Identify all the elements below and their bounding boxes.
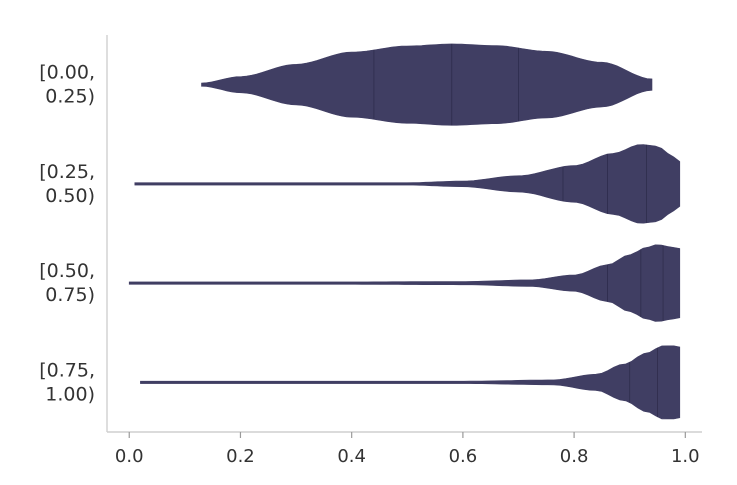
x-tick-label: 0.4: [337, 446, 366, 467]
violin-shape-2: [128, 244, 681, 322]
category-label-line: [0.00,: [39, 62, 95, 84]
axes-frame: [106, 35, 702, 433]
x-axis-ticks: 0.0 0.2 0.4 0.6 0.8 1.0: [115, 432, 700, 467]
x-tick-label: 1.0: [671, 446, 700, 467]
violin-group: [128, 43, 681, 420]
category-label-line: 0.50): [45, 185, 95, 207]
violin-shape-3: [140, 345, 681, 420]
category-labels: [0.00,0.25) [0.25,0.50) [0.50,0.75) [0.75,1…: [39, 62, 95, 406]
category-label-line: 0.75): [45, 284, 95, 306]
category-label-line: [0.75,: [39, 359, 95, 381]
violin-shape-1: [134, 144, 681, 224]
category-label-line: 1.00): [45, 383, 95, 405]
violin-shape-0: [201, 43, 653, 126]
category-label-line: [0.50,: [39, 260, 95, 282]
category-label-line: [0.25,: [39, 161, 95, 183]
category-label-line: 0.25): [45, 86, 95, 108]
x-tick-label: 0.6: [449, 446, 478, 467]
x-tick-label: 0.8: [560, 446, 589, 467]
x-tick-label: 0.2: [226, 446, 255, 467]
x-tick-label: 0.0: [115, 446, 144, 467]
